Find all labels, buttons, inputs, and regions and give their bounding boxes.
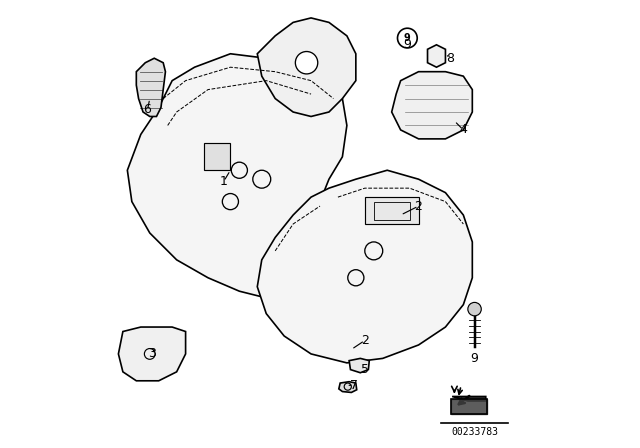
Polygon shape	[349, 358, 369, 373]
Polygon shape	[257, 18, 356, 116]
Text: 9: 9	[470, 352, 479, 365]
Polygon shape	[257, 170, 472, 363]
Polygon shape	[365, 197, 419, 224]
Circle shape	[296, 52, 317, 74]
Text: 00233783: 00233783	[451, 427, 498, 437]
Polygon shape	[392, 72, 472, 139]
Polygon shape	[136, 58, 165, 116]
Polygon shape	[118, 327, 186, 381]
Text: 9: 9	[403, 38, 412, 52]
Text: 6: 6	[143, 103, 152, 116]
Text: 7: 7	[349, 379, 358, 392]
Text: 5: 5	[361, 363, 369, 376]
Circle shape	[468, 302, 481, 316]
Text: 4: 4	[460, 123, 467, 137]
Polygon shape	[451, 399, 487, 414]
Text: 2: 2	[415, 199, 422, 213]
Polygon shape	[339, 382, 356, 392]
Polygon shape	[452, 396, 486, 401]
Text: 3: 3	[148, 347, 156, 361]
Text: 9: 9	[404, 33, 411, 43]
Polygon shape	[204, 143, 230, 170]
Polygon shape	[127, 54, 347, 300]
Text: 2: 2	[361, 334, 369, 347]
Polygon shape	[428, 45, 445, 67]
Text: 8: 8	[446, 52, 454, 65]
Text: 1: 1	[220, 175, 228, 188]
